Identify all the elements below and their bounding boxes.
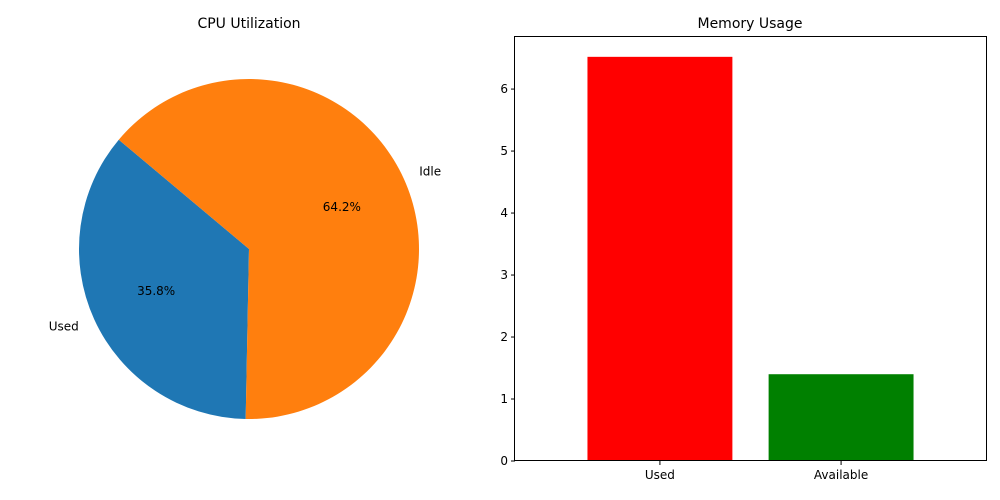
bar-used [587, 56, 733, 462]
bar-axes-frame [514, 36, 987, 461]
x-axis-ticks: Used Available [645, 461, 868, 482]
y-tick-label: 6 [500, 82, 508, 96]
cpu-pie-chart: CPU Utilization Used 35.8% Idle 64.2% [49, 16, 441, 420]
y-tick-label: 1 [500, 392, 508, 406]
y-tick-label: 3 [500, 268, 508, 282]
pie-label-idle: Idle [419, 165, 441, 179]
pie-pct-label-idle: 64.2% [323, 200, 361, 214]
pie-slice-used [78, 139, 250, 419]
y-tick-label: 5 [500, 144, 508, 158]
pie-label-used: Used [49, 319, 79, 333]
memory-chart-title: Memory Usage [697, 16, 802, 32]
cpu-chart-title: CPU Utilization [197, 16, 300, 32]
memory-bar-chart: Memory Usage 0 1 2 3 4 5 6 Used Available [500, 16, 987, 482]
bar-marks [587, 56, 914, 462]
y-tick-label: 2 [500, 330, 508, 344]
y-tick-label: 0 [500, 454, 508, 468]
y-tick-label: 4 [500, 206, 508, 220]
pie-slice-idle [118, 79, 419, 420]
pie-pct-label-used: 35.8% [137, 284, 175, 298]
bar-available [768, 374, 914, 461]
x-tick-label-available: Available [814, 468, 868, 482]
y-axis-ticks: 0 1 2 3 4 5 6 [500, 82, 515, 468]
pie-slices [78, 79, 419, 420]
x-tick-label-used: Used [645, 468, 675, 482]
pie-labels: Used 35.8% Idle 64.2% [49, 165, 441, 334]
